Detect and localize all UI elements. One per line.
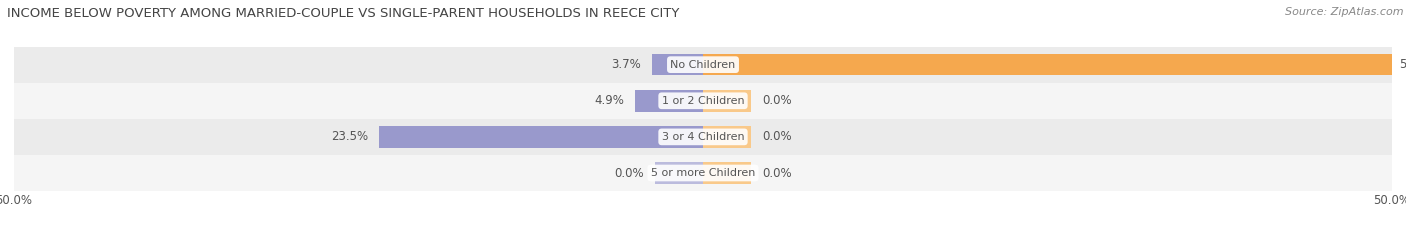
Bar: [380, 126, 703, 148]
Text: 0.0%: 0.0%: [614, 167, 644, 179]
Bar: [636, 90, 703, 112]
Bar: [652, 54, 703, 75]
Text: 0.0%: 0.0%: [762, 130, 792, 143]
Bar: [703, 162, 751, 184]
Text: 1 or 2 Children: 1 or 2 Children: [662, 96, 744, 106]
Bar: [14, 155, 1392, 191]
Text: 0.0%: 0.0%: [762, 94, 792, 107]
Text: 50.0%: 50.0%: [1399, 58, 1406, 71]
Bar: [703, 126, 751, 148]
Bar: [703, 54, 1392, 75]
Text: 4.9%: 4.9%: [595, 94, 624, 107]
Bar: [14, 83, 1392, 119]
Bar: [14, 119, 1392, 155]
Text: No Children: No Children: [671, 60, 735, 70]
Text: INCOME BELOW POVERTY AMONG MARRIED-COUPLE VS SINGLE-PARENT HOUSEHOLDS IN REECE C: INCOME BELOW POVERTY AMONG MARRIED-COUPL…: [7, 7, 679, 20]
Text: 23.5%: 23.5%: [330, 130, 368, 143]
Bar: [14, 47, 1392, 83]
Text: 3.7%: 3.7%: [612, 58, 641, 71]
Bar: [703, 90, 751, 112]
Text: Source: ZipAtlas.com: Source: ZipAtlas.com: [1285, 7, 1403, 17]
Bar: [655, 162, 703, 184]
Text: 5 or more Children: 5 or more Children: [651, 168, 755, 178]
Text: 0.0%: 0.0%: [762, 167, 792, 179]
Text: 3 or 4 Children: 3 or 4 Children: [662, 132, 744, 142]
